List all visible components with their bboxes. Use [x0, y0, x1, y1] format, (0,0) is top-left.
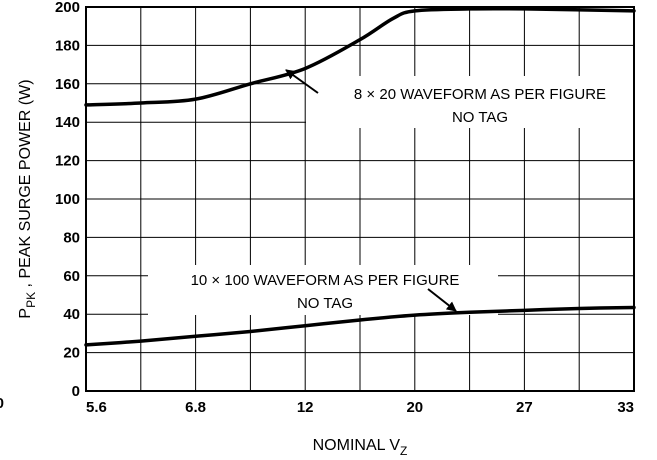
series-layer — [84, 6, 636, 347]
y-tick-label: 120 — [55, 153, 80, 170]
annotation-10x100-arrow — [427, 288, 457, 312]
y-tick-label: 140 — [55, 114, 80, 131]
y-tick-labels: 0 20 40 60 80 100 120 140 160 180 200 — [55, 0, 80, 400]
plot-frame — [85, 6, 635, 392]
x-tick-label: 33 — [617, 399, 634, 416]
x-tick-label: 27 — [516, 399, 533, 416]
y-tick-label: 180 — [55, 37, 80, 54]
x-axis-label: NOMINAL VZ — [313, 437, 408, 458]
series-line-8x20 — [84, 6, 636, 107]
y-tick-label: 20 — [63, 345, 80, 362]
annotation-10x100: 10 × 100 WAVEFORM AS PER FIGURE NO TAG — [148, 265, 498, 315]
y-tick-label: 100 — [55, 191, 80, 208]
y-axis-label: PPK , PEAK SURGE POWER (W) — [17, 79, 38, 318]
y-tick-label: 160 — [55, 76, 80, 93]
y-tick-label: 40 — [63, 306, 80, 323]
x-tick-labels: 5.6 6.8 12 20 27 33 — [86, 399, 634, 416]
y-tick-label: 80 — [63, 229, 80, 246]
y-axis-label-rest: , PEAK SURGE POWER (W) — [17, 79, 34, 291]
y-tick-label: 0 — [72, 383, 80, 400]
x-tick-label: 12 — [297, 399, 314, 416]
x-axis-label-main: NOMINAL V — [313, 437, 401, 454]
annotation-8x20-background — [306, 76, 636, 128]
y-tick-label: 60 — [63, 268, 80, 285]
x-tick-label: 5.6 — [86, 399, 107, 416]
annotation-10x100-background — [148, 265, 498, 315]
annotation-8x20-line2: NO TAG — [452, 109, 508, 126]
y-axis-label-sub: PK — [24, 292, 38, 308]
x-axis-label-sub: Z — [400, 444, 407, 458]
annotation-10x100-line2: NO TAG — [297, 295, 353, 312]
y-tick-label: 200 — [55, 0, 80, 16]
y-axis-label-main: P — [17, 308, 34, 319]
series-line-10x100 — [84, 305, 636, 347]
annotation-10x100-line1: 10 × 100 WAVEFORM AS PER FIGURE — [191, 272, 460, 289]
annotation-8x20: 8 × 20 WAVEFORM AS PER FIGURE NO TAG — [285, 69, 636, 128]
x-tick-label: 20 — [406, 399, 423, 416]
annotation-8x20-line1: 8 × 20 WAVEFORM AS PER FIGURE — [354, 86, 606, 103]
x-tick-label: 6.8 — [185, 399, 206, 416]
grid-lines — [85, 6, 635, 392]
x-left-edge-label: 0 — [0, 395, 4, 412]
